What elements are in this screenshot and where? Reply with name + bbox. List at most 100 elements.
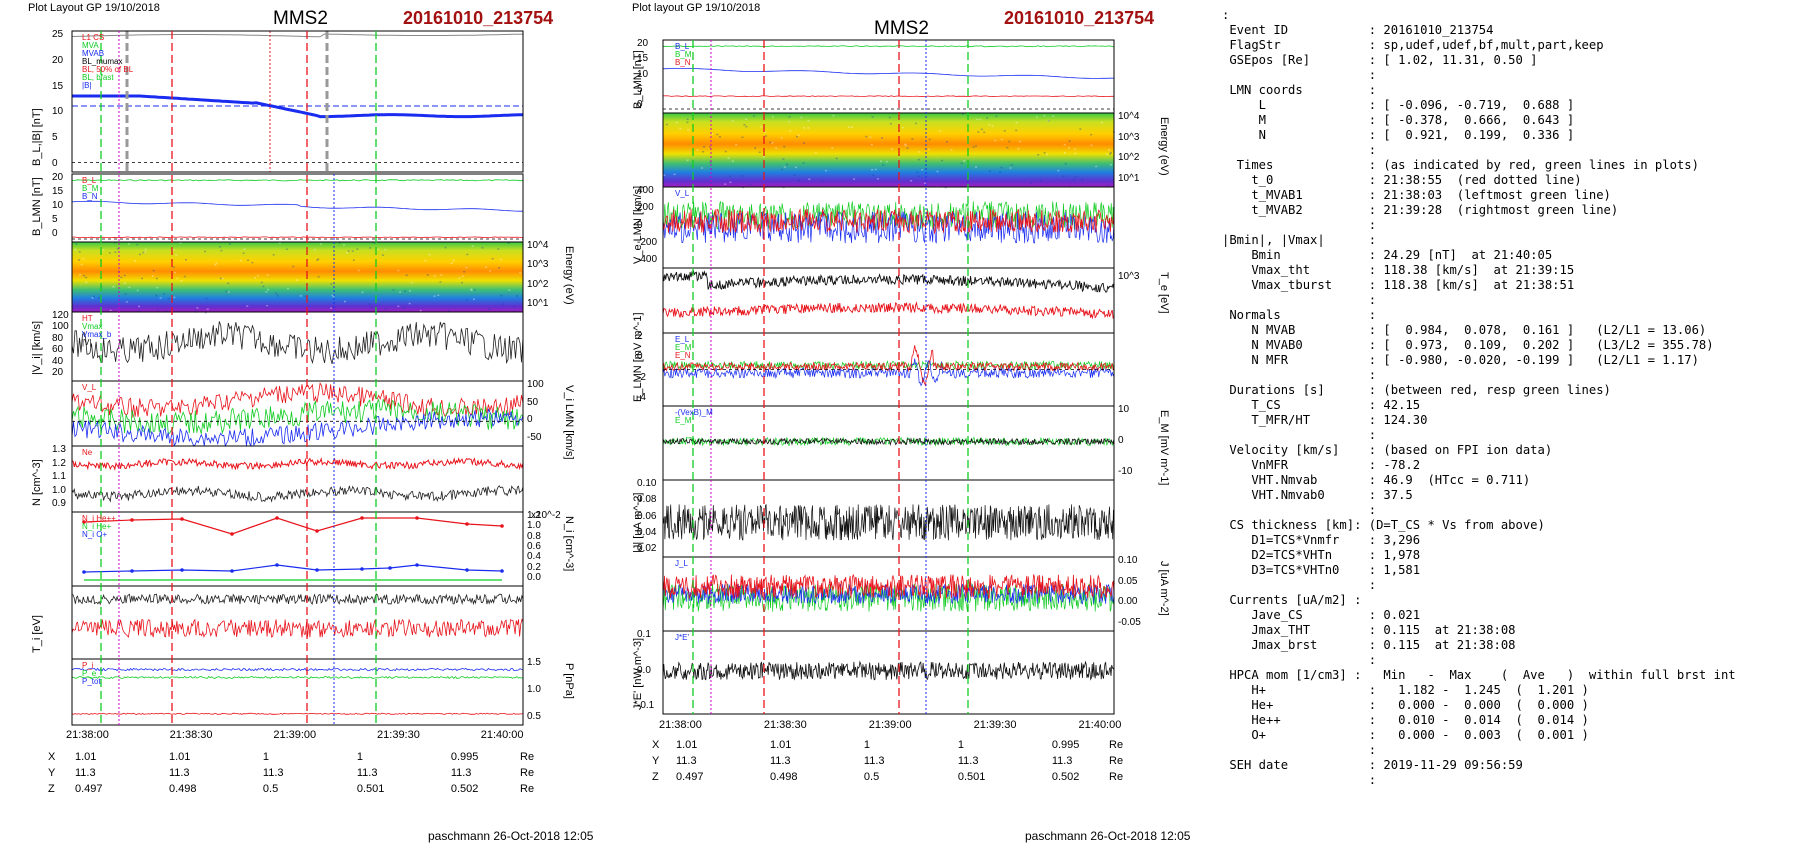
panel-y-label: V_i LMN [km/s]: [563, 385, 575, 460]
y-tick-label: 0.8: [527, 530, 541, 542]
vi-n-line: [71, 408, 524, 448]
n-oplus-point: [388, 566, 392, 570]
position-value: 11.3: [356, 767, 378, 779]
y-tick-label: 200: [637, 202, 654, 214]
y-tick-label: 20: [52, 172, 64, 183]
y-tick-label: 0.0: [637, 664, 651, 676]
legend-entry: -(VexB)_M: [675, 408, 713, 417]
y-tick-label: 10: [1118, 404, 1130, 415]
y-tick-label: 10^4: [527, 240, 549, 251]
panel-y-label: Energy (eV): [1158, 117, 1170, 176]
x-tick-label: 21:38:30: [763, 719, 807, 731]
legend-entry: BL_mumax: [82, 57, 123, 66]
n-heplus-point: [360, 516, 364, 520]
left-panel-frame: [71, 311, 524, 382]
y-tick-label: 0: [637, 351, 643, 363]
position-unit: Re: [520, 783, 535, 795]
legend-entry: |B|: [82, 81, 92, 90]
mid-event-title: 20161010_213754: [1004, 8, 1155, 28]
y-tick-label: 20: [637, 38, 649, 49]
left-event-title: 20161010_213754: [403, 8, 554, 28]
y-tick-label: 10^2: [527, 278, 549, 290]
report-line: Durations [s] : (between red, resp green…: [1222, 383, 1611, 397]
y-tick-label: -0.1: [637, 700, 655, 711]
report-line: Jave_CS : 0.021: [1222, 608, 1421, 622]
panel-y-label: |V_i| [km/s]: [31, 320, 43, 375]
y-tick-label: -400: [637, 254, 658, 265]
x-tick-label: 21:39:30: [973, 719, 1017, 731]
report-line: SEH date : 2019-11-29 09:56:59: [1222, 758, 1523, 772]
position-axis-label: X: [652, 739, 660, 751]
position-value: 0.5: [262, 783, 279, 795]
y-tick-label: 0.1: [637, 629, 651, 640]
report-line: T_MFR/HT : 124.30: [1222, 413, 1428, 427]
n-oplus-point: [275, 563, 279, 567]
te-para-line: [662, 270, 1115, 293]
panel-y-label: T_e [eV]: [1158, 272, 1170, 314]
n-oplus-point: [465, 568, 469, 572]
report-line: :: [1222, 68, 1377, 82]
position-value: 11.3: [676, 755, 697, 767]
report-line: M : [ -0.378, 0.666, 0.643 ]: [1222, 113, 1575, 127]
y-tick-label: 0.4: [527, 551, 541, 563]
x-tick-label: 21:38:30: [169, 729, 213, 741]
legend-entry: P_tot: [82, 677, 101, 686]
report-line: FlagStr : sp,udef,udef,bf,mult,part,keep: [1222, 38, 1604, 52]
y-tick-label: 1.0: [52, 484, 66, 496]
n-oplus-point: [230, 569, 234, 573]
y-tick-label: -2: [637, 371, 646, 383]
position-value: 1: [356, 751, 363, 763]
panel-y-label: J [uA m^-2]: [1158, 561, 1170, 616]
ne-line: [71, 457, 524, 471]
p-total-line: [71, 667, 524, 672]
e-n-line: [662, 358, 1115, 387]
report-line: t_MVAB1 : 21:38:03 (leftmost green line): [1222, 188, 1611, 202]
panel-y-label: B_L,|B| [nT]: [31, 108, 43, 166]
position-value: 11.3: [75, 767, 96, 779]
n-heplus-point: [130, 518, 134, 522]
blmn-l-line: [71, 179, 524, 182]
x-tick-label: 21:40:00: [1078, 719, 1122, 731]
position-value: 0.502: [1051, 771, 1080, 783]
vexb-line: [662, 437, 1115, 447]
position-value: 11.3: [450, 767, 472, 779]
vi-magnitude-line: [71, 321, 524, 365]
vi-l-line: [71, 382, 524, 418]
y-tick-label: 10^1: [1118, 173, 1140, 184]
y-tick-label: 0.00: [1118, 596, 1138, 608]
n-oplus-point: [180, 568, 184, 572]
report-line: VHT.Nmvab0 : 37.5: [1222, 488, 1413, 502]
report-line: D2=TCS*VHTn : 1,978: [1222, 548, 1421, 562]
y-tick-label: 0.6: [527, 541, 541, 552]
legend-entry: BL, bfast: [82, 73, 114, 82]
y-tick-label: 10: [52, 106, 64, 118]
report-line: CS thickness [km]: (D=T_CS * Vs from abo…: [1222, 518, 1545, 532]
n-oplus-point: [360, 567, 364, 571]
panel-y-label: T_i [eV]: [31, 615, 43, 653]
y-tick-label: 10^3: [527, 259, 549, 271]
y-tick-label: 15: [52, 186, 64, 197]
x-tick-label: 21:40:00: [480, 729, 524, 741]
y-tick-label: 15: [52, 80, 64, 92]
report-line: He++ : 0.010 - 0.014 ( 0.014 ): [1222, 713, 1589, 727]
legend-entry: L1 CS: [82, 33, 105, 42]
legend-entry: E_L: [675, 335, 690, 344]
legend-entry: B_N: [675, 58, 691, 67]
report-line: Jmax_THT : 0.115 at 21:38:08: [1222, 623, 1516, 637]
report-line: LMN coords :: [1222, 83, 1377, 97]
y-tick-label: -50: [527, 432, 542, 443]
position-value: 0.995: [450, 751, 479, 763]
left-plot-header: Plot Layout GP 19/10/2018: [28, 2, 160, 14]
y-tick-label: 5: [52, 214, 58, 225]
y-tick-label: 1.2: [527, 510, 541, 521]
position-axis-label: Z: [48, 783, 55, 795]
report-line: N MFR : [ -0.980, -0.020, -0.199 ] (L2/L…: [1222, 353, 1699, 367]
legend-entry: MVAB: [82, 49, 105, 58]
j-l-line: [662, 573, 1115, 600]
legend-entry: B_M: [82, 184, 99, 193]
y-tick-label: 0: [1118, 435, 1124, 446]
n-oplus-point: [82, 570, 86, 574]
y-tick-label: 0: [52, 228, 58, 239]
legend-entry: P_i: [82, 661, 94, 670]
